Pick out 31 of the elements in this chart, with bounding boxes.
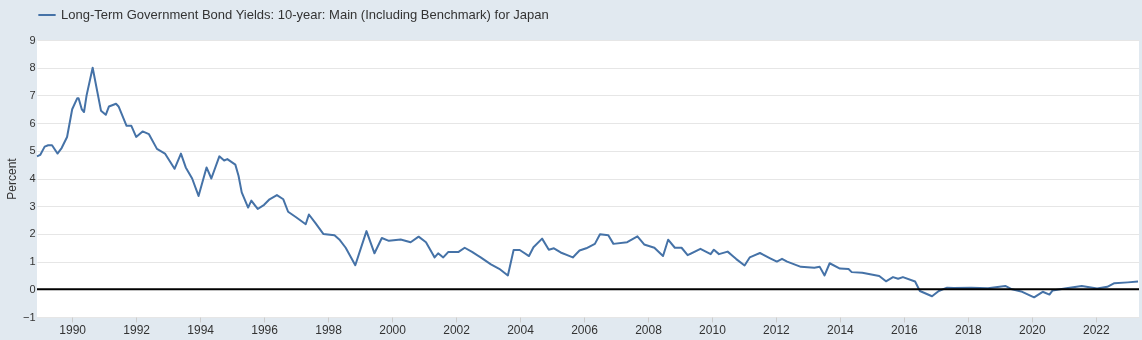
- y-tick-label: 6: [29, 116, 36, 129]
- line-series: [36, 66, 1140, 299]
- x-tick-label: 2022: [1082, 322, 1110, 337]
- x-tick-label: 2018: [955, 322, 983, 337]
- y-axis-title: Percent: [4, 157, 19, 200]
- x-tick-label: 2006: [571, 322, 599, 337]
- x-tick-label: 2012: [763, 322, 791, 337]
- y-tick-label: 5: [29, 144, 36, 157]
- y-tick-label: 2: [29, 227, 36, 240]
- x-tick-label: 2004: [507, 322, 535, 337]
- y-tick-label: 7: [29, 88, 36, 101]
- y-tick-label: 8: [29, 61, 36, 74]
- x-tick-label: 1998: [315, 322, 343, 337]
- y-tick-label: −1: [22, 310, 36, 323]
- y-tick-label: 0: [29, 282, 36, 295]
- x-tick-label: 1996: [251, 322, 279, 337]
- y-tick-label: 3: [29, 199, 36, 212]
- x-tick-label: 2020: [1018, 322, 1047, 337]
- x-tick-label: 2016: [891, 322, 919, 337]
- y-tick-label: 1: [29, 255, 36, 268]
- x-tick-label: 2008: [635, 322, 663, 337]
- x-tick-label: 2002: [443, 322, 471, 337]
- legend-label: Long-Term Government Bond Yields: 10-year: Main (Including Benchmark) for Japan: [61, 7, 549, 22]
- x-tick-label: 2010: [699, 322, 727, 337]
- y-tick-label: 9: [29, 33, 36, 46]
- x-tick-label: 1994: [187, 322, 215, 337]
- x-tick-label: 1990: [59, 322, 87, 337]
- x-tick-label: 1992: [123, 322, 151, 337]
- x-tick-label: 2000: [379, 322, 407, 337]
- y-tick-label: 4: [29, 172, 36, 184]
- x-tick-label: 2014: [827, 322, 855, 337]
